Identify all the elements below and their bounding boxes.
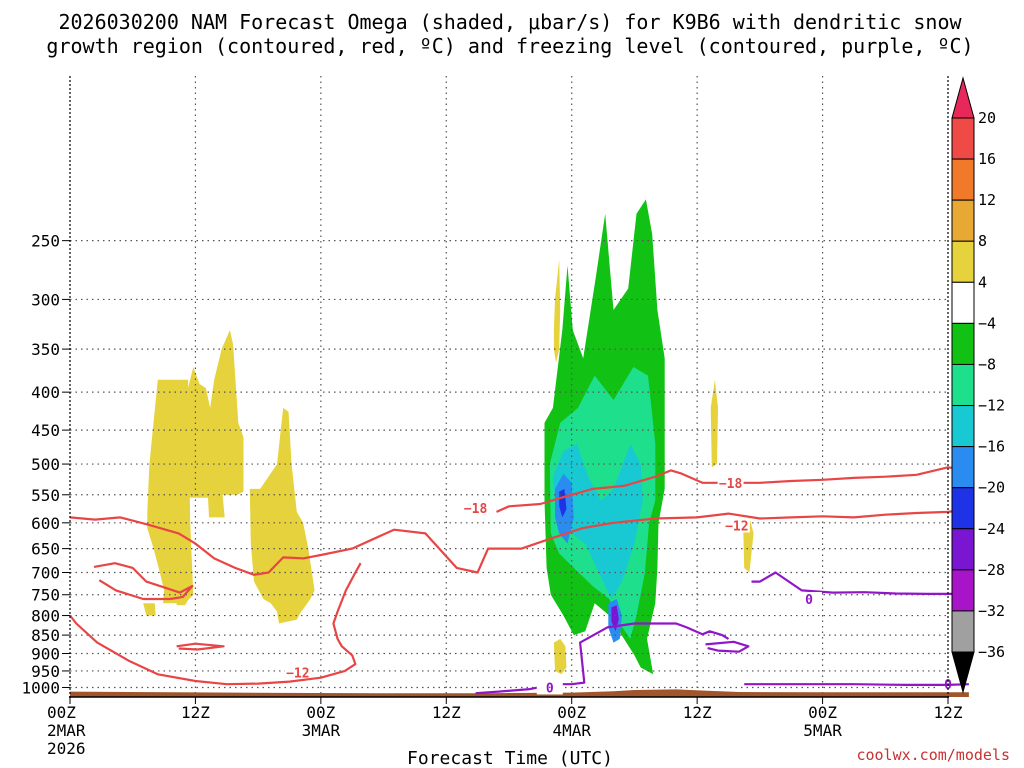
- x-tick-label-48-0: 00Z: [557, 703, 586, 722]
- contour-label-freezing-level-bottom-0: 0: [546, 681, 554, 696]
- y-tick-label-350: 350: [31, 340, 60, 359]
- x-tick-label-60-0: 12Z: [683, 703, 712, 722]
- omega-region-13: [611, 605, 619, 632]
- omega-region-5: [710, 379, 718, 468]
- y-tick-label-900: 900: [31, 645, 60, 664]
- colorbar-swatch-6: [951, 322, 975, 365]
- terrain-fill: [70, 689, 969, 697]
- colorbar-label-3: 8: [978, 232, 987, 250]
- x-tick-label-72-0: 00Z: [808, 703, 837, 722]
- contour-label-bg-dgz-minus12-1: [723, 518, 750, 533]
- x-tick-label-24-1: 3MAR: [302, 721, 341, 740]
- omega-region-9: [552, 444, 643, 599]
- contour-label-bg-dgz-minus18-1: [717, 475, 744, 490]
- contour-label-dgz-minus12-0: −12: [286, 667, 309, 682]
- contour-dgz-minus12: [69, 508, 970, 576]
- x-axis-label: Forecast Time (UTC): [407, 748, 613, 768]
- x-tick-label-12-0: 12Z: [181, 703, 210, 722]
- colorbar-swatch-8: [951, 405, 975, 448]
- colorbar-swatch-7: [951, 363, 975, 407]
- contour-dgz-loop-left: [93, 562, 194, 601]
- colorbar-label-9: −20: [978, 479, 1005, 497]
- colorbar-swatch-2: [951, 158, 975, 201]
- chart-title-line1: 2026030200 NAM Forecast Omega (shaded, μ…: [58, 10, 962, 34]
- y-tick-label-850: 850: [31, 626, 60, 645]
- y-tick-label-950: 950: [31, 662, 60, 681]
- colorbar-swatch-4: [951, 240, 975, 283]
- contour-label-dgz-minus18-0: −18: [464, 502, 488, 517]
- colorbar-swatch-13: [951, 610, 975, 653]
- omega-region-3: [553, 259, 561, 363]
- contour-label-bg-dgz-minus12-0: [284, 665, 311, 680]
- contour-dgz-small-loop: [176, 642, 225, 651]
- colorbar-swatch-12: [951, 569, 975, 612]
- colorbar-bottom-arrow: [951, 651, 975, 694]
- colorbar-swatch-3: [951, 199, 975, 242]
- contour-label-bg-freezing-level-bottom-0: [536, 680, 563, 695]
- x-tick-label-48-1: 4MAR: [552, 721, 591, 740]
- colorbar-label-2: 12: [978, 191, 996, 209]
- y-tick-label-400: 400: [31, 383, 60, 402]
- colorbar-swatch-1: [951, 117, 975, 160]
- colorbar-label-1: 16: [978, 150, 996, 168]
- chart-title-line2: growth region (contoured, red, ºC) and f…: [46, 34, 973, 58]
- colorbar-swatch-10: [951, 487, 975, 530]
- omega-region-2: [249, 407, 315, 624]
- colorbar-label-13: −36: [978, 643, 1005, 661]
- x-tick-label-72-1: 5MAR: [803, 721, 842, 740]
- x-tick-label-24-0: 00Z: [306, 703, 335, 722]
- credit-text: coolwx.com/models: [856, 746, 1010, 764]
- y-tick-label-650: 650: [31, 540, 60, 559]
- y-tick-label-1000: 1000: [21, 678, 60, 697]
- colorbar-swatch-9: [951, 446, 975, 489]
- y-tick-label-250: 250: [31, 232, 60, 251]
- colorbar-label-8: −16: [978, 438, 1005, 456]
- x-tick-label-36-0: 12Z: [432, 703, 461, 722]
- omega-region-4: [553, 638, 567, 675]
- contour-freezing-loop-small: [705, 640, 750, 653]
- contour-label-dgz-minus18-1: −18: [719, 477, 743, 492]
- x-tick-label-0-1: 2MAR: [47, 721, 86, 740]
- plot-area: −12−12−18−180002503003504004505005506006…: [21, 76, 1005, 758]
- y-tick-label-550: 550: [31, 486, 60, 505]
- y-tick-label-750: 750: [31, 586, 60, 605]
- omega-region-0: [143, 603, 156, 616]
- colorbar-label-10: −24: [978, 520, 1005, 538]
- colorbar-label-4: 4: [978, 273, 987, 291]
- colorbar-swatch-11: [951, 528, 975, 571]
- contour-dgz-lower: [69, 562, 362, 686]
- contour-label-bg-dgz-minus18-0: [462, 500, 489, 515]
- contour-freezing-level-bottom: [475, 622, 730, 695]
- contour-freezing-level-lower-right: [744, 683, 969, 687]
- colorbar-label-7: −12: [978, 397, 1005, 415]
- colorbar-label-0: 20: [978, 109, 996, 127]
- colorbar-label-5: −4: [978, 314, 996, 332]
- x-tick-label-84-0: 12Z: [934, 703, 963, 722]
- x-tick-label-0-0: 00Z: [47, 703, 76, 722]
- y-tick-label-450: 450: [31, 421, 60, 440]
- colorbar-top-arrow: [951, 76, 975, 119]
- colorbar-label-11: −28: [978, 561, 1005, 579]
- y-tick-label-500: 500: [31, 455, 60, 474]
- contour-dgz-minus18: [496, 466, 970, 513]
- contour-label-bg-freezing-level-right-0: [795, 592, 822, 607]
- y-tick-label-800: 800: [31, 607, 60, 626]
- colorbar-swatch-5: [951, 281, 975, 324]
- colorbar-label-12: −32: [978, 602, 1005, 620]
- contour-label-dgz-minus12-1: −12: [725, 520, 748, 535]
- colorbar-label-6: −8: [978, 355, 996, 373]
- y-tick-label-300: 300: [31, 290, 60, 309]
- contour-freezing-level-right: [751, 571, 969, 596]
- contour-label-freezing-level-right-0: 0: [805, 593, 813, 608]
- x-tick-label-0-2: 2026: [47, 739, 86, 758]
- y-tick-label-700: 700: [31, 564, 60, 583]
- y-tick-label-600: 600: [31, 514, 60, 533]
